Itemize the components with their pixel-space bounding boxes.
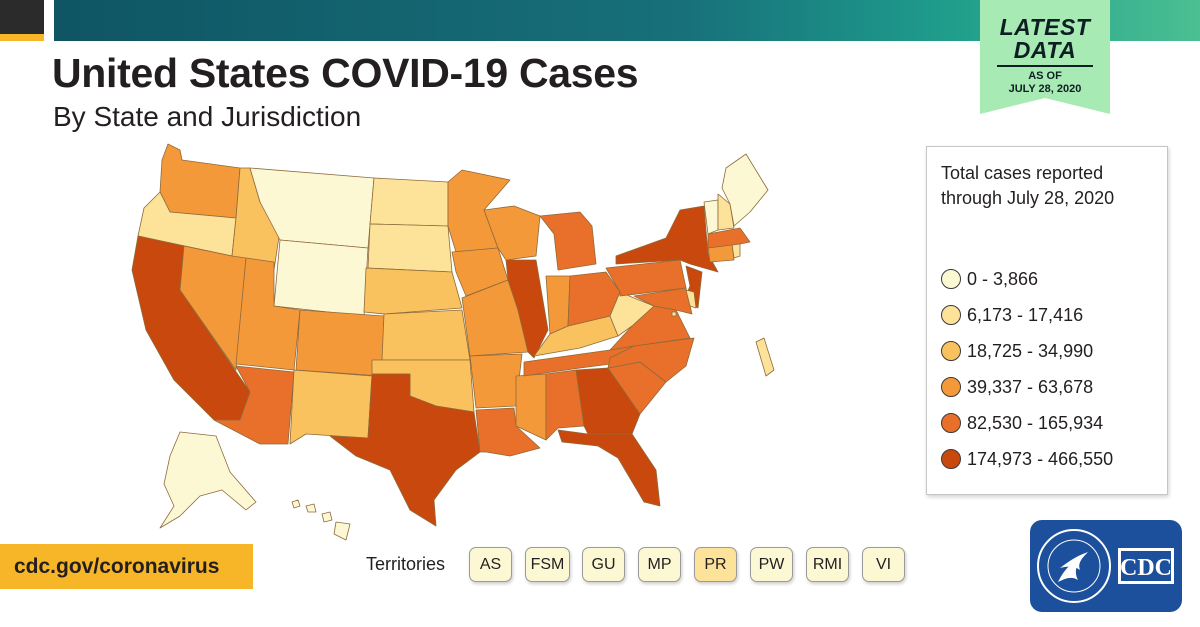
state-MD[interactable] — [633, 287, 693, 315]
state-NM[interactable] — [289, 369, 373, 445]
state-IL[interactable] — [505, 259, 549, 359]
legend-swatch — [941, 449, 961, 469]
legend-title: Total cases reported through July 28, 20… — [941, 163, 1115, 208]
state-LA[interactable] — [475, 407, 541, 457]
legend-swatch — [941, 305, 961, 325]
state-MI[interactable] — [539, 211, 597, 271]
badge-data-text: DATA — [1013, 37, 1077, 63]
legend-item-bin-3: 39,337 - 63,678 — [941, 375, 1093, 399]
state-ND[interactable] — [369, 177, 449, 227]
territory-as[interactable]: AS — [469, 547, 512, 582]
state-TX[interactable] — [329, 373, 481, 527]
territories-label: Territories — [366, 554, 446, 574]
cdc-logo-text: CDC — [1120, 555, 1172, 581]
state-IN[interactable] — [545, 275, 571, 335]
legend-item-bin-0: 0 - 3,866 — [941, 267, 1038, 291]
territory-fsm[interactable]: FSM — [525, 547, 570, 582]
state-AK[interactable] — [159, 431, 257, 529]
latest-data-badge: LATEST DATA AS OF JULY 28, 2020 — [980, 0, 1110, 114]
state-DC[interactable] — [671, 311, 677, 317]
state-DC-callout[interactable] — [755, 337, 775, 377]
state-DE[interactable] — [685, 289, 697, 309]
state-AR[interactable] — [469, 353, 523, 409]
map-legend: Total cases reported through July 28, 20… — [926, 146, 1168, 495]
state-CO[interactable] — [295, 309, 385, 377]
legend-swatch — [941, 377, 961, 397]
state-WA[interactable] — [159, 143, 241, 219]
state-WI[interactable] — [483, 205, 541, 261]
state-NE[interactable] — [363, 267, 463, 315]
hhs-seal-icon: CDC — [1037, 529, 1174, 603]
legend-item-bin-1: 6,173 - 17,416 — [941, 303, 1083, 327]
state-MA[interactable] — [707, 227, 751, 249]
territory-pw[interactable]: PW — [750, 547, 793, 582]
state-HI[interactable] — [291, 499, 351, 541]
cdc-coronavirus-url[interactable]: cdc.gov/coronavirus — [0, 544, 253, 589]
territory-rmi[interactable]: RMI — [806, 547, 849, 582]
corner-block — [0, 0, 44, 34]
badge-latest-text: LATEST — [999, 14, 1091, 40]
state-NY[interactable] — [615, 205, 719, 273]
state-MS[interactable] — [515, 373, 547, 441]
badge-divider — [997, 65, 1093, 67]
state-AL[interactable] — [545, 369, 585, 441]
legend-item-bin-4: 82,530 - 165,934 — [941, 411, 1103, 435]
territory-mp[interactable]: MP — [638, 547, 681, 582]
page-title: United States COVID-19 Cases — [52, 50, 639, 96]
legend-label: 0 - 3,866 — [967, 268, 1039, 289]
legend-item-bin-2: 18,725 - 34,990 — [941, 339, 1093, 363]
state-FL[interactable] — [557, 429, 661, 507]
state-SD[interactable] — [367, 223, 453, 273]
legend-label: 39,337 - 63,678 — [967, 376, 1094, 397]
badge-date-text: JULY 28, 2020 — [1008, 83, 1082, 95]
hhs-cdc-logo: CDC — [1030, 520, 1182, 612]
state-KS[interactable] — [381, 309, 471, 361]
legend-swatch — [941, 413, 961, 433]
state-ME[interactable] — [721, 153, 769, 227]
legend-label: 6,173 - 17,416 — [967, 304, 1084, 325]
legend-label: 82,530 - 165,934 — [967, 412, 1104, 433]
legend-item-bin-5: 174,973 - 466,550 — [941, 447, 1113, 471]
corner-stripe — [0, 34, 44, 41]
territory-vi[interactable]: VI — [862, 547, 905, 582]
us-choropleth-map — [131, 143, 775, 541]
territory-pr[interactable]: PR — [694, 547, 737, 582]
state-NH[interactable] — [717, 193, 735, 231]
legend-label: 18,725 - 34,990 — [967, 340, 1094, 361]
state-PA[interactable] — [605, 259, 687, 297]
legend-swatch — [941, 269, 961, 289]
legend-swatch — [941, 341, 961, 361]
legend-label: 174,973 - 466,550 — [967, 448, 1114, 469]
territory-gu[interactable]: GU — [582, 547, 625, 582]
page-subtitle: By State and Jurisdiction — [53, 101, 362, 132]
badge-as-of-text: AS OF — [1028, 70, 1062, 82]
state-WY[interactable] — [273, 239, 369, 317]
